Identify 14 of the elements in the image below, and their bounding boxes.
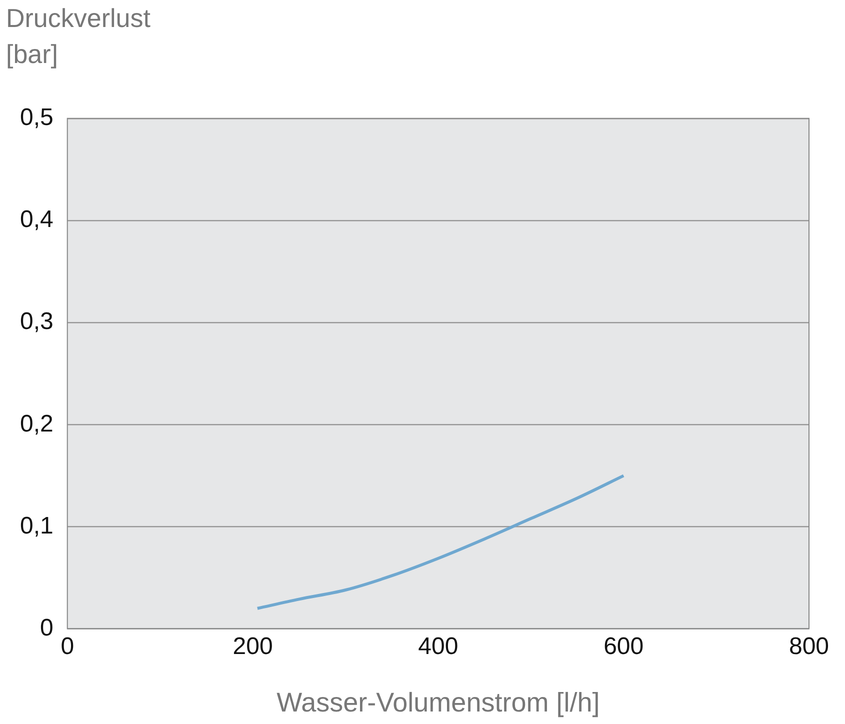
x-tick-label: 0: [60, 632, 74, 660]
y-tick-label: 0,5: [20, 104, 54, 132]
x-tick-label: 200: [232, 632, 273, 660]
y-tick-label: 0,1: [20, 512, 54, 540]
y-tick-label: 0,3: [20, 308, 54, 336]
y-tick-label: 0,2: [20, 410, 54, 438]
x-tick-label: 800: [788, 632, 830, 660]
y-axis-title: Druckverlust [bar]: [6, 2, 152, 71]
y-tick-label: 0: [40, 614, 54, 642]
y-tick-label: 0,4: [20, 206, 54, 234]
x-axis-title: Wasser-Volumenstrom [l/h]: [276, 687, 600, 718]
line-series: [256, 474, 626, 610]
x-tick-label: 600: [604, 632, 644, 660]
x-tick-label: 400: [418, 632, 458, 660]
